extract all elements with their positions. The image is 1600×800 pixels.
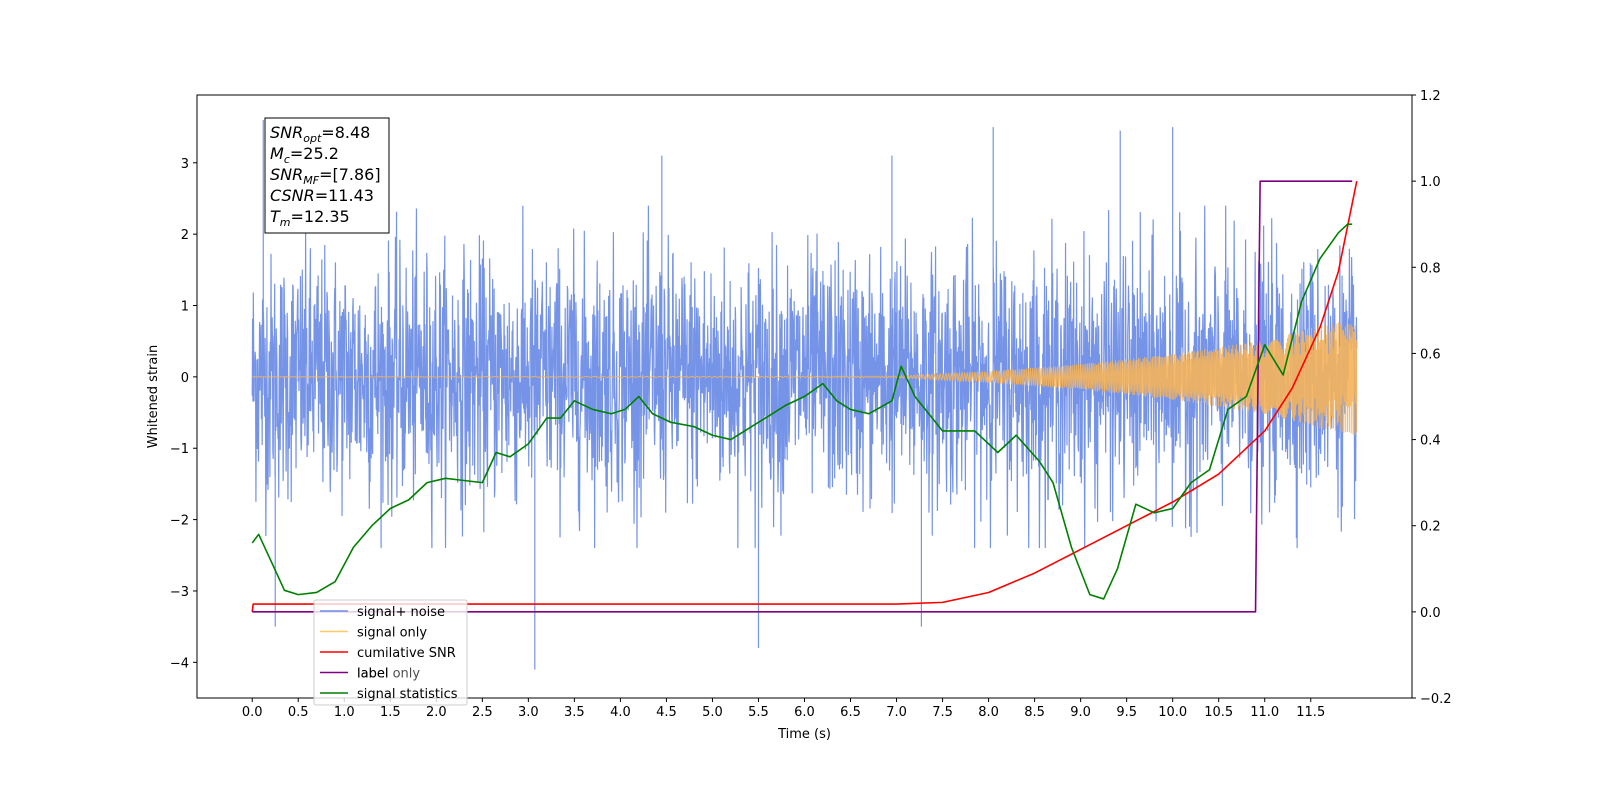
x-tick-label: 10.0	[1158, 705, 1187, 720]
y-tick-label: 3	[181, 157, 189, 172]
x-tick-label: 0.5	[288, 705, 309, 720]
x-tick-label: 2.0	[426, 705, 447, 720]
annotation-frame	[264, 117, 390, 234]
legend-frame	[313, 599, 468, 706]
x-tick-label: 9.0	[1070, 705, 1091, 720]
y-tick-label: 1	[181, 300, 189, 315]
x-tick-label: 11.5	[1296, 705, 1325, 720]
series-label	[252, 180, 1353, 613]
x-tick-label: 0.0	[242, 705, 263, 720]
series-signal-statistics	[251, 223, 1353, 600]
x-tick-label: 4.0	[610, 705, 631, 720]
x-axis: 0.0 0.5 1.0 1.5 2.0 2.5 3.0 3.5 4.0 4.5 5.0 5.5 6.0 6…	[242, 698, 1325, 720]
legend-entry: cumilative SNR	[357, 646, 456, 661]
x-tick-label: 8.0	[978, 705, 999, 720]
y-tick-label: −3	[170, 585, 189, 600]
x-tick-label: 1.0	[334, 705, 355, 720]
legend-entry: signal only	[357, 626, 427, 641]
annotation-snr-opt: SNRopt=8.48	[270, 123, 370, 145]
y-right-tick-label: 0.0	[1420, 606, 1441, 621]
y-tick-label: −4	[170, 656, 189, 671]
series-cumulative-snr	[251, 180, 1358, 612]
annotation-mc: Mc=25.2	[270, 144, 339, 166]
y-axis-left: 3 2 1 0 −1 −2 −3 −4	[170, 157, 197, 671]
legend-entry: signal+ noise	[357, 605, 445, 620]
y-axis-right: 1.2 1.0 0.8 0.6 0.4 0.2 0.0 −0.2	[1412, 89, 1452, 707]
x-tick-label: 2.5	[472, 705, 493, 720]
x-tick-label: 8.5	[1024, 705, 1045, 720]
x-tick-label: 6.5	[840, 705, 861, 720]
legend: label only signal+ noise signal only cumila…	[313, 599, 468, 706]
x-tick-label: 7.5	[932, 705, 953, 720]
legend-entry: signal statistics	[357, 687, 458, 702]
x-tick-label: 3.0	[518, 705, 539, 720]
x-tick-label: 5.5	[748, 705, 769, 720]
annotation-csnr: CSNR=11.43	[270, 186, 374, 205]
y-tick-label: 0	[181, 371, 189, 386]
x-tick-label: 3.5	[564, 705, 585, 720]
legend-entry-hidden: label only	[357, 667, 420, 682]
y-right-tick-label: 0.6	[1420, 347, 1441, 362]
y-right-tick-label: 0.2	[1420, 520, 1441, 535]
y-tick-label: 2	[181, 228, 189, 243]
annotation-tm: Tm=12.35	[270, 207, 350, 229]
y-right-tick-label: 0.4	[1420, 434, 1441, 449]
y-right-tick-label: 0.8	[1420, 261, 1441, 276]
annotation-snr-mf: SNRMF=[7.86]	[270, 165, 381, 187]
x-tick-label: 5.0	[702, 705, 723, 720]
y-right-tick-label: 1.2	[1420, 89, 1441, 104]
x-tick-label: 7.0	[886, 705, 907, 720]
x-tick-label: 10.5	[1204, 705, 1233, 720]
x-tick-label: 11.0	[1250, 705, 1279, 720]
y-right-tick-label: 1.0	[1420, 175, 1441, 190]
y-tick-label: −1	[170, 442, 189, 457]
x-tick-label: 4.5	[656, 705, 677, 720]
plot-area	[251, 119, 1358, 670]
y-right-tick-label: −0.2	[1420, 692, 1452, 707]
y-tick-label: −2	[170, 514, 189, 529]
x-tick-label: 9.5	[1116, 705, 1137, 720]
x-tick-label: 6.0	[794, 705, 815, 720]
series-signal-noise	[251, 119, 1358, 670]
x-axis-label: Time (s)	[777, 727, 831, 742]
x-tick-label: 1.5	[380, 705, 401, 720]
series-signal-only	[252, 322, 1358, 435]
legend-entry: label	[357, 667, 388, 682]
parameter-annotation-box: SNRopt=8.48 Mc=25.2 SNRMF=[7.86] CSNR=11…	[264, 117, 390, 234]
y-axis-label: Whitened strain	[146, 345, 161, 448]
